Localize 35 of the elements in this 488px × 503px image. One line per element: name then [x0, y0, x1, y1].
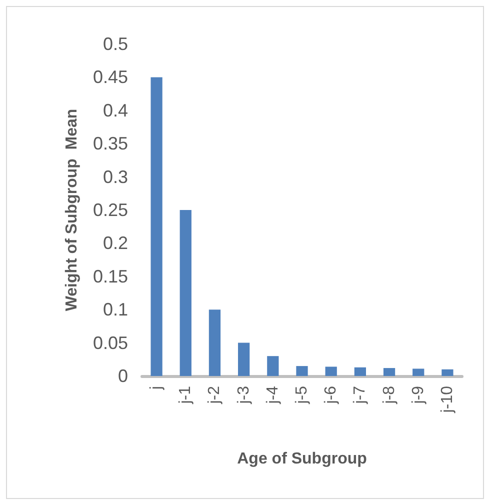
y-tick-label: 0.1: [102, 300, 128, 320]
x-tick-label: j-1: [177, 386, 194, 405]
bar: [354, 367, 366, 376]
x-axis-title: Age of Subgroup: [237, 450, 368, 468]
bar: [412, 368, 424, 376]
y-tick-label: 0.35: [92, 134, 128, 154]
y-tick-label: 0: [118, 366, 128, 386]
x-tick-label: j-8: [380, 386, 398, 405]
bar: [180, 210, 192, 376]
y-tick-label: 0.25: [92, 200, 128, 220]
y-axis-title: Weight of Subgroup Mean: [64, 108, 80, 312]
x-tick-label: j-2: [206, 386, 224, 405]
y-tick-label: 0.3: [102, 166, 128, 187]
bar: [325, 366, 337, 376]
x-tick-label: j-3: [235, 386, 252, 405]
x-tick-label: j-9: [410, 386, 427, 405]
x-tick-label: j-10: [438, 386, 456, 414]
x-tick-label: j-4: [264, 386, 282, 405]
bar: [150, 77, 162, 376]
x-tick-label: j-6: [322, 386, 340, 405]
y-tick-label: 0.45: [92, 67, 128, 88]
bar: [267, 356, 279, 376]
x-tick-label: j-7: [352, 386, 369, 405]
bar: [208, 310, 221, 376]
y-tick-label: 0.15: [92, 266, 128, 286]
y-tick-label: 0.5: [102, 34, 128, 54]
y-tick-label: 0.4: [102, 100, 128, 120]
bar: [383, 368, 396, 376]
x-tick-label: j: [148, 386, 166, 391]
bar: [442, 369, 454, 376]
bar: [238, 342, 250, 376]
bar: [296, 366, 308, 376]
y-tick-label: 0.2: [102, 233, 128, 254]
x-tick-label: j-5: [294, 386, 310, 405]
y-tick-label: 0.05: [92, 332, 128, 353]
